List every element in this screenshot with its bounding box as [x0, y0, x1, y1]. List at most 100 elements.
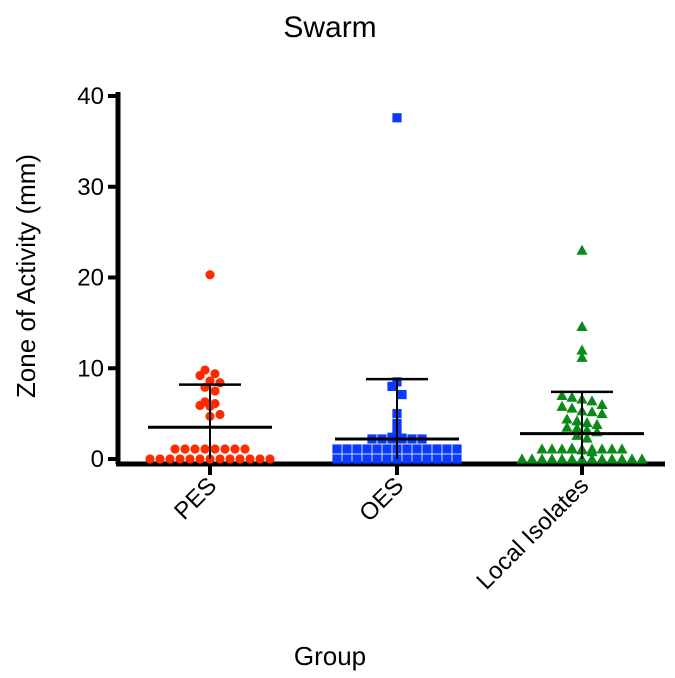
data-point: [205, 376, 215, 386]
data-point: [265, 454, 275, 464]
data-point: [332, 444, 342, 454]
y-tick-label: 20: [77, 265, 104, 292]
data-point: [556, 389, 568, 400]
data-point: [556, 400, 568, 411]
data-point: [175, 454, 185, 464]
data-point: [215, 409, 225, 420]
data-point: [596, 443, 608, 454]
data-point: [210, 386, 220, 396]
data-point: [626, 453, 638, 464]
data-point: [606, 443, 618, 454]
data-point: [452, 444, 462, 454]
data-point: [586, 395, 598, 406]
data-point: [616, 453, 628, 464]
data-point: [155, 454, 165, 464]
data-point: [516, 453, 528, 464]
data-point: [382, 444, 392, 454]
data-point: [342, 454, 352, 464]
data-point: [606, 453, 618, 464]
data-point: [402, 444, 412, 454]
data-point: [432, 444, 442, 454]
data-point: [195, 370, 205, 381]
data-point: [546, 453, 558, 464]
data-point: [576, 351, 588, 362]
data-point: [362, 454, 372, 464]
data-point: [596, 408, 608, 419]
chart-title: Swarm: [283, 11, 376, 44]
data-point: [616, 443, 628, 454]
data-point: [332, 454, 342, 464]
data-point: [561, 413, 573, 424]
data-point: [372, 454, 382, 464]
data-point: [581, 424, 593, 435]
data-point: [586, 453, 598, 464]
data-point: [561, 421, 573, 432]
data-point: [205, 270, 215, 280]
data-point: [210, 444, 220, 454]
data-point: [200, 444, 210, 454]
data-point: [170, 444, 180, 454]
data-point: [245, 454, 255, 464]
data-point: [566, 391, 578, 402]
data-point: [392, 113, 402, 123]
data-point: [571, 415, 583, 426]
data-point: [596, 398, 608, 410]
chart-marks: [145, 113, 648, 464]
data-point: [581, 417, 593, 428]
data-point: [372, 444, 382, 454]
data-point: [362, 444, 372, 454]
data-point: [145, 454, 155, 464]
data-point: [586, 443, 598, 454]
data-point: [352, 444, 362, 454]
data-point: [452, 454, 462, 464]
data-point: [566, 443, 578, 454]
data-point: [636, 453, 648, 464]
data-point: [220, 444, 230, 454]
data-point: [566, 402, 578, 413]
data-point: [412, 454, 422, 464]
data-point: [556, 443, 568, 454]
data-point: [576, 344, 588, 355]
x-tick-label: PES: [169, 472, 222, 525]
data-point: [571, 422, 583, 433]
data-point: [422, 454, 432, 464]
data-point: [586, 406, 598, 417]
data-point: [185, 454, 195, 464]
data-point: [576, 320, 588, 331]
data-point: [382, 454, 392, 464]
data-point: [402, 454, 412, 464]
data-point: [210, 369, 220, 379]
data-point: [432, 454, 442, 464]
data-point: [566, 453, 578, 464]
data-point: [442, 454, 452, 464]
axes: 0 10 20 30 40 PES OES Local Isolates: [77, 83, 665, 595]
x-tick-label: Local Isolates: [471, 472, 594, 595]
data-point: [591, 418, 603, 429]
y-tick-label: 40: [77, 83, 104, 110]
data-point: [195, 400, 205, 411]
data-point: [230, 444, 240, 454]
data-point: [255, 454, 265, 464]
y-axis-label: Zone of Activity (mm): [11, 154, 41, 398]
data-point: [596, 453, 608, 464]
data-point: [342, 444, 352, 454]
data-point: [581, 432, 593, 443]
data-point: [422, 444, 432, 454]
data-point: [536, 443, 548, 454]
y-tick-label: 30: [77, 174, 104, 201]
data-point: [412, 444, 422, 454]
data-point: [215, 378, 225, 388]
data-point: [576, 244, 588, 255]
data-point: [225, 454, 235, 464]
data-point: [240, 444, 250, 454]
data-point: [387, 381, 397, 391]
data-point: [235, 454, 245, 464]
data-point: [546, 443, 558, 454]
data-point: [190, 444, 200, 454]
data-point: [536, 453, 548, 464]
data-point: [165, 454, 175, 464]
data-point: [526, 453, 538, 464]
data-point: [180, 444, 190, 454]
data-point: [397, 389, 407, 400]
